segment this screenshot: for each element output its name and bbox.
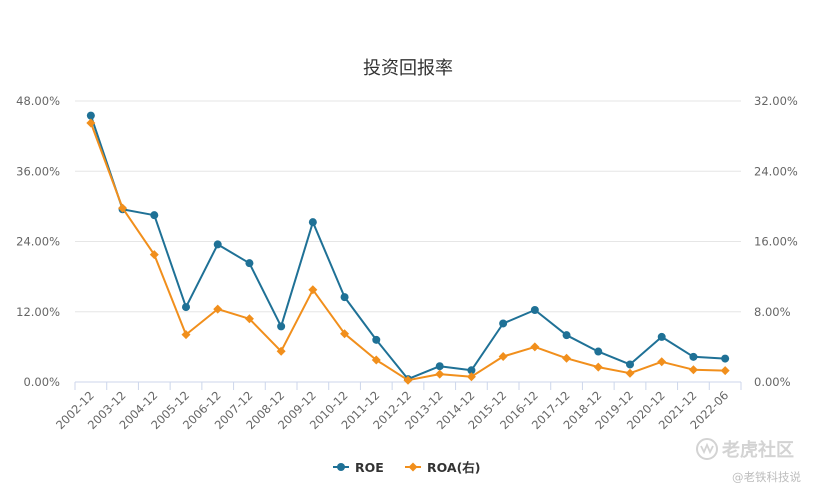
data-point[interactable] <box>562 331 571 340</box>
legend-label: ROE <box>355 460 384 475</box>
data-point[interactable] <box>276 346 286 356</box>
data-point[interactable] <box>720 366 730 376</box>
data-point[interactable] <box>372 335 381 344</box>
data-point[interactable] <box>244 314 254 324</box>
data-point[interactable] <box>466 372 476 382</box>
left-tick-label: 48.00% <box>16 94 60 108</box>
data-point[interactable] <box>689 352 698 361</box>
data-point[interactable] <box>594 347 603 356</box>
left-tick-label: 12.00% <box>16 305 60 319</box>
data-point[interactable] <box>435 369 445 379</box>
data-point[interactable] <box>657 332 666 341</box>
data-point[interactable] <box>150 211 159 220</box>
chart-title: 投资回报率 <box>363 58 453 79</box>
data-point[interactable] <box>403 375 413 385</box>
left-tick-label: 36.00% <box>16 164 60 178</box>
left-axis-ticks: 0.00% 12.00% 24.00% 36.00% 48.00% <box>16 94 60 389</box>
legend-marker <box>408 462 418 472</box>
watermark-brand: 老虎社区 <box>722 439 794 461</box>
right-tick-label: 24.00% <box>754 164 798 178</box>
data-point[interactable] <box>245 259 254 268</box>
data-point[interactable] <box>657 357 667 367</box>
data-point[interactable] <box>562 353 572 363</box>
data-point[interactable] <box>308 218 317 227</box>
data-point[interactable] <box>721 354 730 363</box>
series-line <box>89 122 726 382</box>
x-axis: 2002-122003-122004-122005-122006-122007-… <box>53 381 742 432</box>
data-point[interactable] <box>593 362 603 372</box>
data-point[interactable] <box>182 303 190 312</box>
grid-lines <box>75 100 741 313</box>
tiger-logo-icon <box>696 438 718 460</box>
data-point[interactable] <box>149 250 159 260</box>
series-line <box>89 115 726 381</box>
data-point[interactable] <box>530 342 540 352</box>
right-tick-label: 8.00% <box>754 305 791 319</box>
data-point[interactable] <box>277 322 286 331</box>
data-point[interactable] <box>86 118 96 128</box>
data-point[interactable] <box>340 329 350 339</box>
data-point[interactable] <box>181 330 191 340</box>
data-point[interactable] <box>308 285 318 295</box>
data-point[interactable] <box>498 352 508 362</box>
data-point[interactable] <box>340 293 349 302</box>
watermark-author: @老铁科技说 <box>732 470 801 484</box>
watermark: 老虎社区 @老铁科技说 <box>696 438 801 484</box>
data-point[interactable] <box>625 368 635 378</box>
series-roe <box>86 111 730 384</box>
data-point[interactable] <box>118 203 128 213</box>
data-point[interactable] <box>371 355 381 365</box>
data-point[interactable] <box>530 305 539 314</box>
data-point[interactable] <box>213 240 222 249</box>
data-point[interactable] <box>626 360 634 369</box>
data-point[interactable] <box>86 111 95 120</box>
legend[interactable]: ROE ROA(右) <box>333 460 481 475</box>
right-axis-ticks: 0.00% 8.00% 16.00% 24.00% 32.00% <box>754 94 798 389</box>
legend-label: ROA(右) <box>427 460 481 475</box>
legend-item-roe[interactable]: ROE <box>333 460 384 475</box>
data-point[interactable] <box>688 365 698 375</box>
series-group <box>86 111 730 385</box>
right-tick-label: 0.00% <box>754 375 791 389</box>
data-point[interactable] <box>435 362 444 371</box>
data-point[interactable] <box>499 319 508 328</box>
left-tick-label: 0.00% <box>23 375 60 389</box>
right-tick-label: 16.00% <box>754 235 798 249</box>
legend-marker <box>337 463 345 471</box>
legend-item-roa[interactable]: ROA(右) <box>405 460 481 475</box>
data-point[interactable] <box>213 304 223 314</box>
right-tick-label: 32.00% <box>754 94 798 108</box>
left-tick-label: 24.00% <box>16 235 60 249</box>
series-roa <box>86 118 730 385</box>
data-point[interactable] <box>467 366 476 375</box>
